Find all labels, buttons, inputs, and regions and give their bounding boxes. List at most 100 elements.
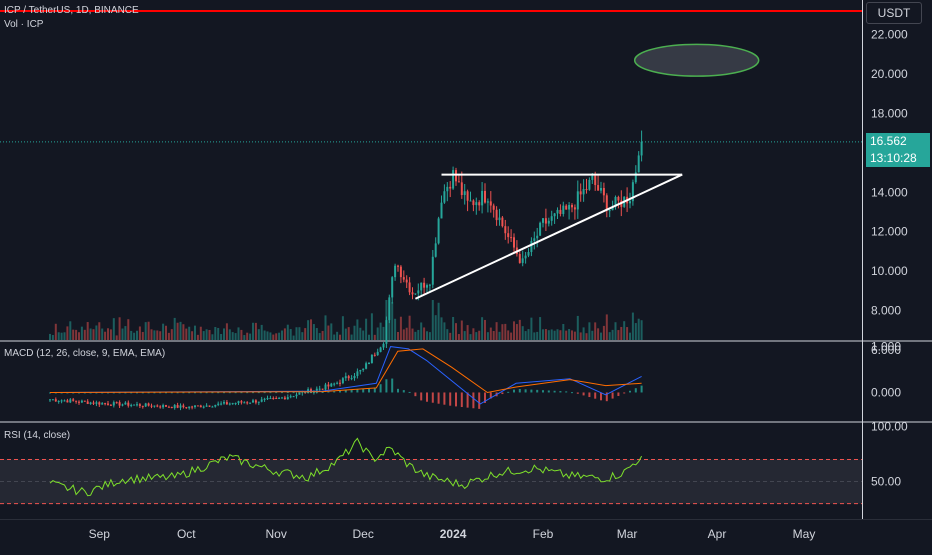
volume-bar — [275, 333, 278, 340]
volume-bar — [159, 331, 162, 340]
volume-bar — [173, 317, 176, 340]
candle-body — [327, 384, 330, 387]
volume-bar — [460, 320, 463, 340]
candle-body — [252, 400, 254, 403]
macd-histogram-bar — [153, 392, 156, 394]
candle-body — [443, 191, 446, 203]
macd-histogram-bar — [83, 392, 86, 394]
macd-histogram-bar — [611, 392, 614, 399]
macd-histogram-bar — [634, 388, 637, 393]
candle-body — [237, 401, 240, 404]
macd-histogram-bar — [136, 392, 138, 394]
macd-histogram-bar — [211, 392, 214, 394]
volume-bar — [269, 332, 272, 340]
macd-histogram-bar — [460, 392, 463, 408]
volume-bar — [315, 328, 318, 340]
volume-bar — [556, 329, 559, 340]
candle-body — [185, 407, 188, 409]
candle-body — [379, 347, 382, 352]
volume-bar — [130, 330, 133, 340]
currency-button[interactable]: USDT — [866, 2, 922, 24]
volume-bar — [620, 326, 623, 340]
candle-body — [411, 292, 414, 295]
candle-body — [434, 243, 437, 257]
candle-body — [176, 405, 179, 408]
candle-body — [315, 388, 318, 391]
macd-histogram-bar — [455, 392, 457, 407]
candle-body — [614, 196, 617, 207]
volume-bar — [417, 329, 420, 340]
volume-bar — [257, 329, 260, 340]
volume-bar — [57, 332, 60, 340]
volume-legend[interactable]: Vol · ICP — [4, 19, 44, 30]
candle-body — [466, 191, 469, 201]
macd-histogram-bar — [78, 392, 80, 394]
volume-bar — [365, 318, 368, 340]
symbol-legend[interactable]: ICP / TetherUS, 1D, BINANCE — [4, 5, 139, 16]
candle-body — [530, 240, 533, 253]
volume-bar — [199, 326, 202, 340]
price-tick-7: 6.000 — [871, 343, 901, 357]
macd-histogram-bar — [159, 392, 162, 394]
macd-histogram-bar — [449, 392, 452, 406]
macd-legend[interactable]: MACD (12, 26, close, 9, EMA, EMA) — [4, 348, 166, 359]
volume-bar — [112, 318, 115, 340]
candle-body — [501, 217, 504, 227]
volume-bar — [75, 329, 78, 340]
macd-histogram-bar — [205, 392, 208, 394]
candle-body — [228, 403, 231, 405]
volume-bar — [637, 318, 640, 340]
candle-body — [283, 397, 286, 400]
volume-bar — [249, 333, 252, 340]
macd-histogram-bar — [141, 392, 144, 394]
candle-body — [318, 388, 321, 390]
volume-bar — [304, 328, 307, 340]
volume-bar — [196, 334, 199, 340]
volume-bar — [347, 327, 350, 340]
candle-body — [188, 406, 191, 409]
candle-body — [173, 405, 176, 409]
volume-bar — [370, 313, 373, 340]
volume-bar — [579, 332, 582, 340]
volume-bar — [307, 320, 310, 340]
volume-bar — [336, 331, 339, 340]
candle-body — [92, 402, 95, 404]
volume-bar — [495, 322, 498, 340]
volume-bar — [478, 330, 481, 340]
volume-bar — [60, 332, 63, 340]
macd-histogram-bar — [188, 392, 191, 394]
volume-bar — [634, 323, 637, 340]
macd-histogram-bar — [391, 378, 394, 393]
candle-body — [231, 403, 234, 405]
candle-body — [292, 396, 295, 398]
volume-bar — [617, 330, 620, 340]
volume-bar — [605, 314, 608, 340]
candle-body — [460, 182, 463, 196]
candle-body — [141, 405, 144, 407]
volume-bar — [298, 327, 301, 340]
macd-histogram-bar — [553, 390, 556, 393]
candle-body — [420, 282, 423, 291]
price-tick-5: 10.000 — [871, 264, 908, 278]
candle-body — [423, 282, 426, 288]
volume-bar — [602, 325, 605, 340]
candle-body — [223, 402, 225, 404]
macd-histogram-bar — [269, 392, 272, 394]
macd-histogram-bar — [605, 392, 608, 402]
macd-histogram-bar — [257, 392, 260, 394]
macd-histogram-bar — [443, 392, 446, 405]
volume-bar — [515, 324, 518, 340]
rsi-legend[interactable]: RSI (14, close) — [4, 430, 71, 441]
candle-body — [527, 252, 530, 256]
macd-histogram-bar — [565, 391, 568, 393]
macd-histogram-bar — [414, 392, 417, 397]
volume-bar — [504, 323, 507, 340]
volume-bar — [252, 322, 254, 340]
volume-bar — [165, 325, 167, 340]
candle-body — [234, 403, 237, 405]
candle-body — [370, 354, 373, 363]
volume-bar — [547, 330, 550, 340]
candle-body — [330, 383, 333, 387]
